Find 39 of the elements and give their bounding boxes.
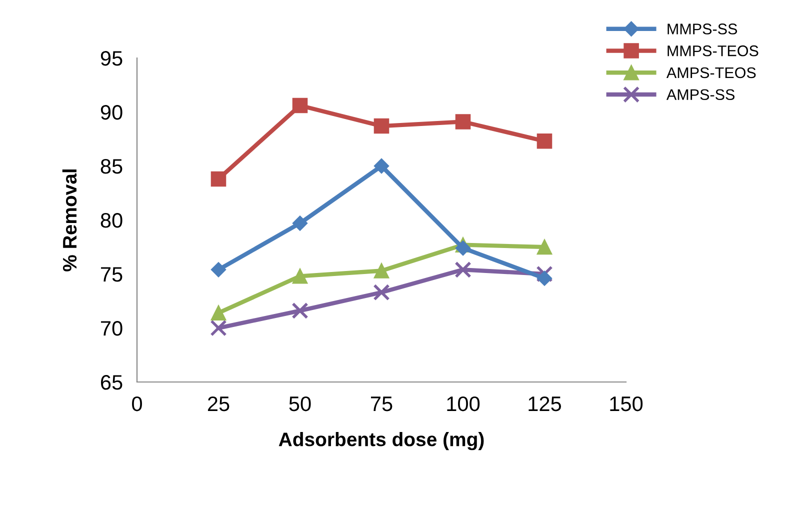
legend-label: MMPS-SS bbox=[668, 24, 738, 34]
x-tick-label: 125 bbox=[528, 396, 562, 412]
point bbox=[210, 262, 226, 278]
point bbox=[536, 239, 552, 255]
x-tick-label: 150 bbox=[610, 396, 643, 412]
x-tick-label: 25 bbox=[208, 396, 230, 412]
point bbox=[210, 171, 226, 187]
y-tick-label: 85 bbox=[100, 159, 122, 174]
point bbox=[374, 158, 390, 174]
y-tick-label: 90 bbox=[100, 105, 122, 120]
legend-label: AMPS-TEOS bbox=[666, 67, 756, 78]
legend-label: MMPS-TEOS bbox=[668, 45, 758, 56]
point bbox=[374, 118, 390, 134]
point bbox=[292, 302, 308, 320]
y-tick-label: 65 bbox=[101, 375, 122, 390]
y-tick-label: 75 bbox=[101, 267, 122, 282]
y-tick-label: 80 bbox=[100, 213, 122, 228]
point bbox=[210, 320, 227, 336]
y-tick-label: 95 bbox=[100, 51, 122, 66]
point bbox=[374, 263, 390, 278]
point bbox=[210, 305, 226, 321]
point bbox=[292, 268, 308, 284]
y-tick-label: 70 bbox=[101, 321, 122, 336]
x-tick-label: 75 bbox=[370, 396, 392, 412]
point bbox=[536, 134, 552, 149]
point bbox=[292, 216, 308, 231]
point bbox=[455, 240, 471, 256]
point bbox=[292, 98, 308, 114]
x-tick-label: 100 bbox=[447, 396, 480, 412]
point bbox=[536, 266, 553, 282]
point bbox=[536, 270, 552, 286]
x-tick-label: 50 bbox=[289, 396, 311, 412]
y-axis-title: % Removal bbox=[62, 170, 77, 272]
x-axis-title: Adsorbents dose (mg) bbox=[278, 432, 484, 450]
point bbox=[454, 261, 472, 278]
point bbox=[373, 284, 390, 301]
legend-label: AMPS-SS bbox=[666, 89, 734, 100]
point bbox=[455, 114, 471, 130]
x-tick-label: 0 bbox=[132, 396, 142, 412]
